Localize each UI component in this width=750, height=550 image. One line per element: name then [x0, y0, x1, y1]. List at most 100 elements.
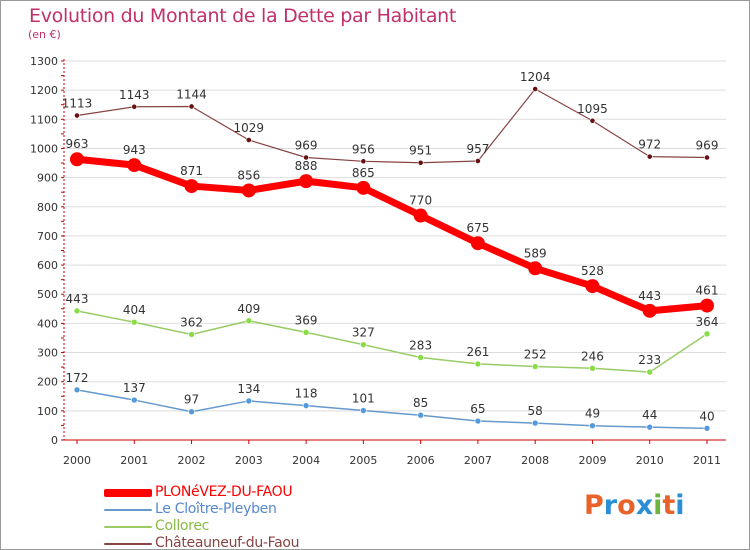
series-line-0 — [73, 155, 711, 315]
logo-letter: i — [675, 490, 685, 521]
data-point — [646, 423, 654, 431]
legend-label-le-cloitre-pleyben: Le Cloître-Pleyben — [155, 501, 277, 517]
data-label: 58 — [528, 404, 543, 418]
data-label: 44 — [642, 408, 657, 422]
data-point — [704, 154, 710, 161]
data-label: 246 — [581, 349, 604, 363]
data-label: 443 — [638, 289, 661, 303]
data-label: 233 — [638, 353, 661, 367]
x-tick-label: 2009 — [578, 454, 606, 467]
data-label: 369 — [295, 313, 318, 327]
y-tick-label: 1000 — [30, 142, 58, 155]
y-tick-label: 400 — [37, 317, 58, 330]
data-point — [70, 152, 84, 167]
x-tick-label: 2000 — [63, 454, 91, 467]
data-label: 101 — [352, 392, 375, 406]
x-tick-label: 2007 — [464, 454, 492, 467]
logo-letter: r — [603, 490, 618, 521]
data-point — [360, 341, 367, 348]
data-label: 97 — [184, 393, 199, 407]
data-point — [188, 331, 195, 338]
data-label: 865 — [352, 166, 375, 180]
data-label: 364 — [696, 315, 719, 329]
x-tick-label: 2001 — [120, 454, 148, 467]
data-point — [642, 303, 657, 318]
data-point — [589, 364, 596, 372]
data-label: 362 — [180, 315, 203, 329]
data-point — [184, 179, 199, 194]
series-line-1 — [76, 389, 708, 430]
data-label: 137 — [123, 381, 146, 395]
data-point — [302, 402, 310, 409]
y-tick-label: 1300 — [30, 55, 58, 68]
axes: 0 100 200 300 400 500 600 700 800 900 1000 1100 1200… — [30, 55, 726, 467]
data-point — [360, 407, 367, 414]
data-point — [703, 425, 711, 432]
x-tick-label: 2008 — [521, 454, 549, 467]
data-point — [417, 411, 424, 419]
legend-item-collorec: Collorec — [104, 518, 364, 535]
data-label: 888 — [295, 159, 318, 173]
data-label: 252 — [524, 348, 547, 362]
legend-swatch-chateauneuf-du-faou — [104, 543, 152, 545]
data-label: 969 — [295, 138, 318, 152]
chart-subtitle: (en €) — [28, 28, 61, 41]
data-point — [413, 208, 428, 223]
data-label: 172 — [66, 371, 89, 385]
legend-swatch-collorec — [104, 526, 152, 528]
data-label: 65 — [470, 402, 485, 416]
legend: PLONéVEZ-DU-FAOU Le Cloître-Pleyben Coll… — [104, 484, 364, 549]
data-label: 589 — [524, 246, 547, 260]
y-tick-label: 900 — [37, 172, 58, 185]
data-labels: 963 943 871 856 888 865 770 675 589 528 443 461 172 1… — [62, 70, 719, 423]
data-label: 461 — [696, 284, 719, 298]
data-label: 1095 — [577, 102, 608, 116]
legend-item-plonevez: PLONéVEZ-DU-FAOU — [104, 484, 364, 501]
data-point — [241, 183, 256, 198]
data-point — [302, 329, 310, 336]
data-point — [360, 158, 367, 165]
data-label: 49 — [585, 407, 600, 421]
data-point — [417, 159, 424, 166]
data-label: 972 — [638, 138, 661, 152]
data-point — [528, 261, 543, 276]
data-point — [73, 307, 81, 315]
line-chart: 0 100 200 300 400 500 600 700 800 900 1000 1100 1200… — [30, 55, 726, 467]
legend-label-plonevez: PLONéVEZ-DU-FAOU — [155, 484, 293, 500]
data-point — [188, 103, 195, 110]
data-point — [299, 174, 314, 189]
series-lines — [70, 86, 714, 432]
legend-swatch-le-cloitre-pleyben — [104, 509, 152, 511]
data-point — [127, 158, 142, 173]
data-label: 327 — [352, 326, 375, 340]
logo-letter: i — [653, 490, 663, 521]
data-label: 409 — [237, 302, 260, 316]
y-tick-label: 600 — [37, 259, 58, 272]
proxiti-logo: Proxiti — [584, 490, 685, 521]
data-point — [73, 386, 81, 394]
y-tick-label: 500 — [37, 288, 58, 301]
data-label: 261 — [466, 345, 489, 359]
data-label: 963 — [66, 137, 89, 151]
data-point — [589, 117, 596, 124]
data-point — [703, 330, 711, 338]
data-label: 118 — [295, 387, 318, 401]
x-tick-label: 2005 — [349, 454, 377, 467]
data-point — [470, 236, 485, 251]
data-point — [130, 396, 138, 404]
data-label: 283 — [409, 338, 432, 352]
data-label: 1029 — [234, 121, 265, 135]
data-label: 528 — [581, 264, 604, 278]
y-tick-label: 700 — [37, 230, 58, 243]
data-label: 134 — [237, 382, 260, 396]
data-point — [245, 317, 253, 325]
data-point — [245, 137, 252, 143]
logo-letter: P — [584, 490, 604, 521]
x-tick-label: 2006 — [407, 454, 435, 467]
data-label: 1144 — [176, 87, 207, 101]
data-point — [589, 422, 596, 430]
data-point — [303, 154, 309, 161]
grid-lines — [64, 60, 726, 441]
data-point — [130, 318, 138, 326]
